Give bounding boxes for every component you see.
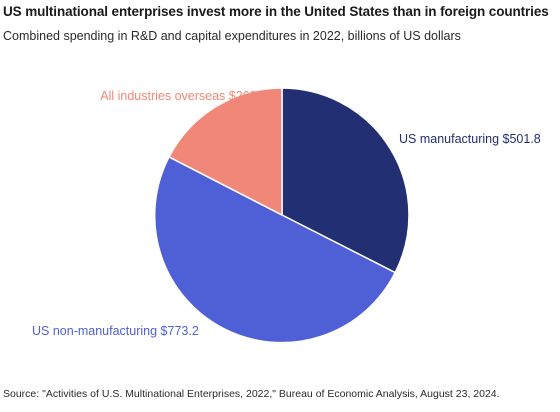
pie-slice-us-manufacturing — [281, 87, 410, 274]
slice-label-all-industries-overseas: All industries overseas $269.3 — [100, 89, 267, 103]
slice-label-us-manufacturing: US manufacturing $501.8 — [399, 132, 541, 146]
chart-title: US multinational enterprises invest more… — [3, 4, 549, 19]
chart-subtitle: Combined spending in R&D and capital exp… — [3, 29, 461, 43]
pie-slice-all-industries-overseas — [168, 87, 283, 216]
pie-slice-us-non-manufacturing — [154, 156, 396, 344]
source-note: Source: "Activities of U.S. Multinationa… — [3, 388, 500, 400]
slice-label-us-non-manufacturing: US non-manufacturing $773.2 — [32, 324, 199, 338]
